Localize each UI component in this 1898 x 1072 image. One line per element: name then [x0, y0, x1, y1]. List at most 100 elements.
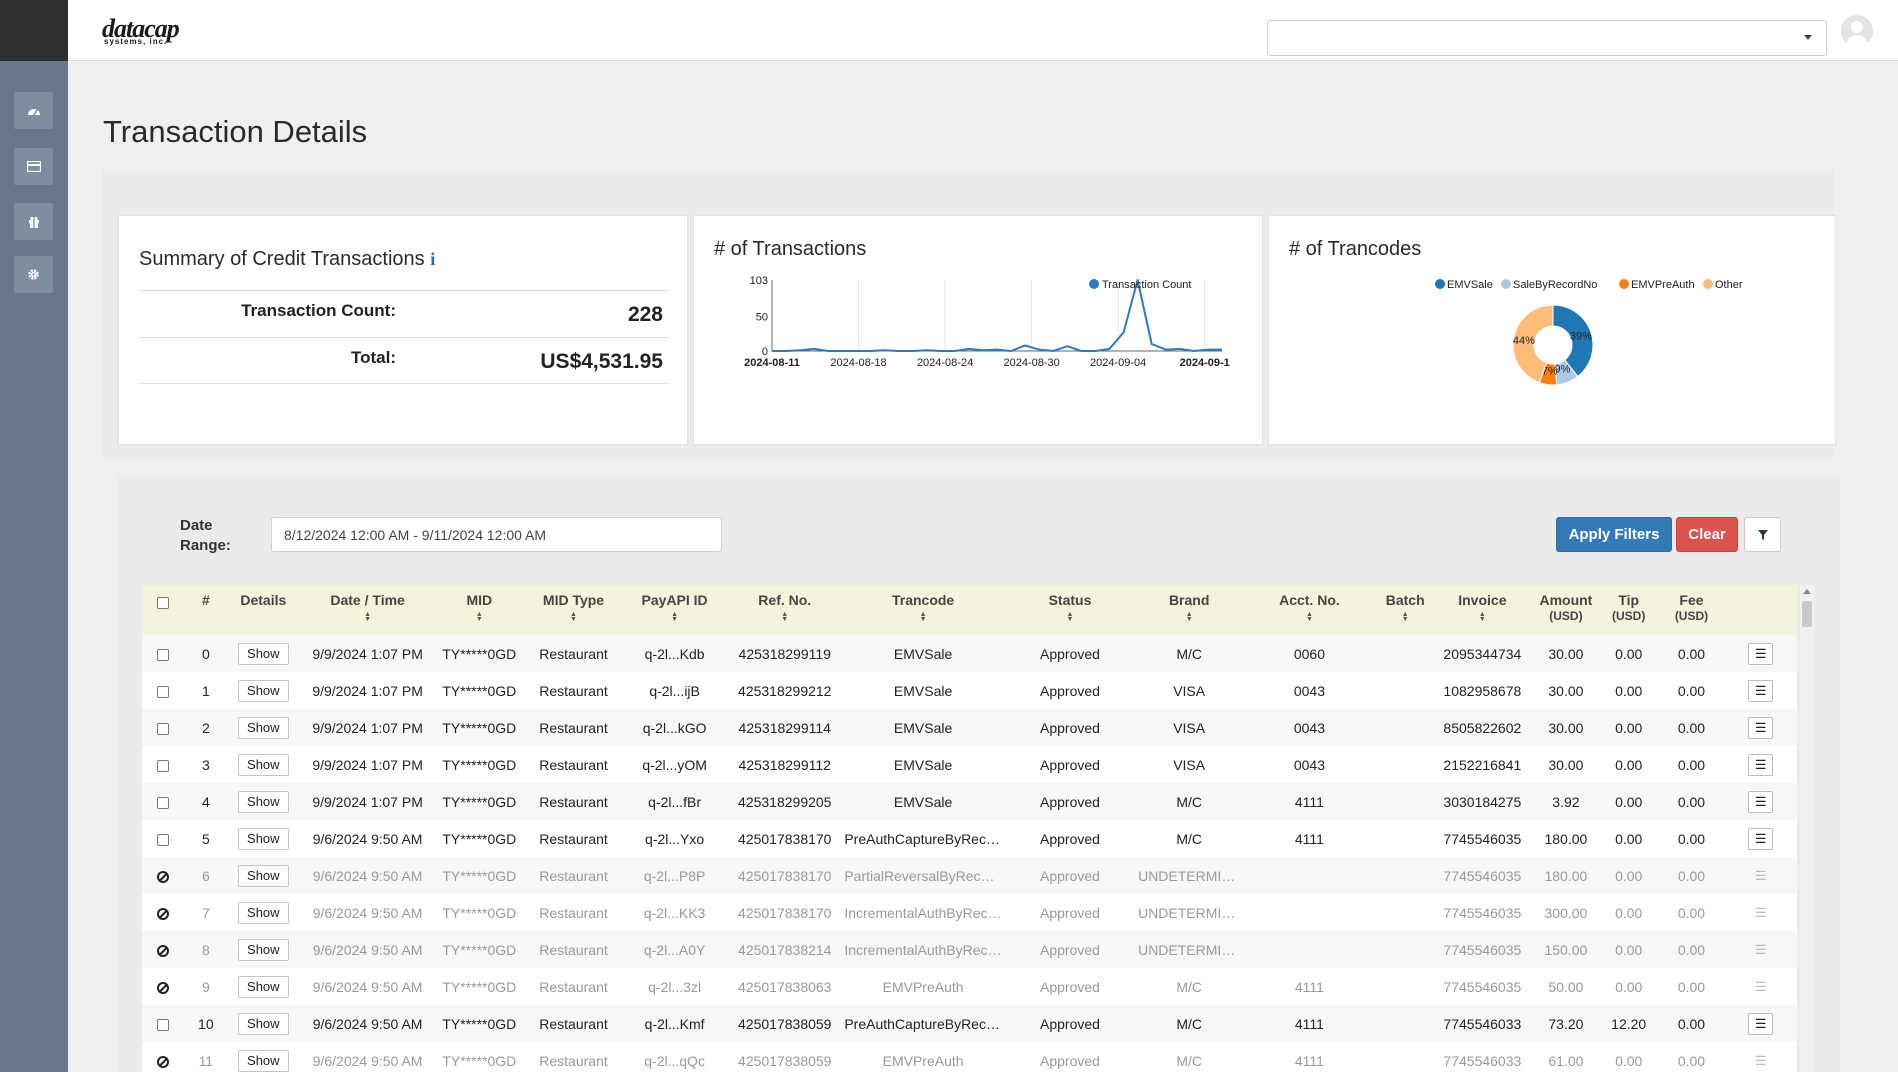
column-header-brand[interactable]: Brand ▲ ▼: [1138, 585, 1240, 635]
cell-num: 4: [201, 793, 210, 810]
sort-icon[interactable]: ▲ ▼: [1066, 611, 1074, 623]
sort-icon[interactable]: ▲ ▼: [1185, 611, 1193, 623]
sort-icon[interactable]: ▲ ▼: [919, 611, 927, 623]
sort-icon[interactable]: ▲ ▼: [1478, 611, 1486, 623]
sidebar-item-transactions[interactable]: [14, 148, 53, 185]
cell-menu: ☰: [1724, 820, 1797, 857]
table-row[interactable]: 11 Show 9/6/2024 9:50 AM TY*****0GD Restaura…: [142, 1042, 1797, 1072]
show-details-button[interactable]: Show: [238, 642, 289, 665]
column-header-num: #: [185, 585, 228, 635]
page-title: Transaction Details: [103, 114, 368, 149]
apply-filters-button[interactable]: Apply Filters: [1556, 517, 1672, 552]
column-header-invoice[interactable]: Invoice ▲ ▼: [1432, 585, 1533, 635]
row-checkbox[interactable]: [157, 685, 170, 698]
row-checkbox[interactable]: [157, 759, 170, 772]
show-details-button[interactable]: Show: [238, 716, 289, 739]
cell-trancode: EMVSale: [893, 756, 953, 773]
cell-midtype: Restaurant: [539, 645, 608, 662]
table-row[interactable]: 7 Show 9/6/2024 9:50 AM TY*****0GD Restauran…: [142, 894, 1797, 931]
show-details-button[interactable]: Show: [238, 1049, 289, 1072]
show-details-button[interactable]: Show: [238, 679, 289, 702]
datacap-logo[interactable]: datacap systems, inc.: [102, 16, 258, 46]
show-details-button[interactable]: Show: [238, 790, 289, 813]
row-menu-button[interactable]: ☰: [1748, 716, 1774, 739]
table-row[interactable]: 5 Show 9/6/2024 9:50 AM TY*****0GD Restauran…: [142, 820, 1797, 857]
show-details-button[interactable]: Show: [238, 1012, 289, 1035]
row-menu-button[interactable]: ☰: [1748, 642, 1774, 665]
show-details-button[interactable]: Show: [238, 864, 289, 887]
legend-swatch: [1089, 279, 1099, 289]
date-range-input[interactable]: 8/12/2024 12:00 AM - 9/11/2024 12:00 AM: [271, 517, 722, 552]
table-row[interactable]: 0 Show 9/9/2024 1:07 PM TY*****0GD Restauran…: [142, 635, 1797, 672]
not-allowed-icon: [157, 944, 170, 957]
sidebar-item-gift[interactable]: [14, 203, 53, 240]
scrollbar-thumb[interactable]: [1802, 601, 1812, 627]
avatar[interactable]: [1841, 15, 1873, 47]
gear-icon: [28, 269, 39, 280]
scroll-up-arrow[interactable]: [1803, 589, 1811, 594]
column-header-payapi[interactable]: PayAPI ID ▲ ▼: [624, 585, 725, 635]
column-header-trancode[interactable]: Trancode ▲ ▼: [844, 585, 1002, 635]
row-checkbox[interactable]: [157, 833, 170, 846]
row-checkbox[interactable]: [157, 648, 170, 661]
cell-payapi: q-2l...KK3: [643, 904, 706, 921]
column-header-status[interactable]: Status ▲ ▼: [1002, 585, 1138, 635]
row-menu-button[interactable]: ☰: [1748, 753, 1774, 776]
legend-swatch: [1703, 279, 1713, 289]
cell-num: 5: [201, 830, 210, 847]
chevron-down-icon: [1804, 35, 1812, 40]
info-icon[interactable]: i: [430, 249, 436, 269]
filter-toggle-button[interactable]: [1744, 517, 1781, 552]
show-details-button[interactable]: Show: [238, 827, 289, 850]
cell-details: Show: [227, 894, 299, 931]
row-checkbox[interactable]: [157, 796, 170, 809]
legend-swatch: [1619, 279, 1629, 289]
merchant-select[interactable]: [1267, 20, 1827, 56]
row-menu-button[interactable]: ☰: [1748, 827, 1774, 850]
cell-brand: M/C: [1176, 793, 1202, 810]
sort-icon[interactable]: ▲ ▼: [1305, 611, 1313, 623]
show-details-button[interactable]: Show: [238, 938, 289, 961]
row-menu-button[interactable]: ☰: [1748, 679, 1774, 702]
sidebar-toggle-corner[interactable]: [0, 0, 68, 61]
show-details-button[interactable]: Show: [238, 901, 289, 924]
table-row[interactable]: 8 Show 9/6/2024 9:50 AM TY*****0GD Restauran…: [142, 931, 1797, 968]
cell-select: [142, 672, 185, 709]
row-checkbox[interactable]: [157, 1018, 170, 1031]
column-header-label: Fee: [1679, 592, 1704, 608]
table-row[interactable]: 3 Show 9/9/2024 1:07 PM TY*****0GD Restauran…: [142, 746, 1797, 783]
cell-status: Approved: [1040, 904, 1100, 921]
column-header-ref[interactable]: Ref. No. ▲ ▼: [725, 585, 844, 635]
row-menu-button[interactable]: ☰: [1748, 1012, 1774, 1035]
row-checkbox[interactable]: [157, 722, 170, 735]
cell-ref: 425017838214: [738, 941, 832, 958]
table-row[interactable]: 10 Show 9/6/2024 9:50 AM TY*****0GD Restaura…: [142, 1005, 1797, 1042]
sort-icon[interactable]: ▲ ▼: [671, 611, 679, 623]
row-menu-button[interactable]: ☰: [1748, 790, 1774, 813]
column-header-details: Details: [227, 585, 299, 635]
table-row[interactable]: 1 Show 9/9/2024 1:07 PM TY*****0GD Restauran…: [142, 672, 1797, 709]
sort-icon[interactable]: ▲ ▼: [570, 611, 577, 623]
show-details-button[interactable]: Show: [238, 975, 289, 998]
table-row[interactable]: 9 Show 9/6/2024 9:50 AM TY*****0GD Restauran…: [142, 968, 1797, 1005]
select-all-checkbox[interactable]: [157, 597, 170, 610]
cell-acct: 4111: [1294, 1015, 1324, 1032]
sort-icon[interactable]: ▲ ▼: [364, 611, 372, 623]
column-header-acct[interactable]: Acct. No. ▲ ▼: [1240, 585, 1378, 635]
sidebar-item-settings[interactable]: [14, 256, 53, 293]
sidebar-item-dashboard[interactable]: [14, 92, 53, 129]
column-header-mid[interactable]: MID ▲ ▼: [436, 585, 523, 635]
table-scrollbar[interactable]: [1800, 585, 1814, 1072]
show-details-button[interactable]: Show: [238, 753, 289, 776]
table-row[interactable]: 2 Show 9/9/2024 1:07 PM TY*****0GD Restauran…: [142, 709, 1797, 746]
table-row[interactable]: 4 Show 9/9/2024 1:07 PM TY*****0GD Restauran…: [142, 783, 1797, 820]
sort-icon[interactable]: ▲ ▼: [475, 611, 483, 623]
sort-icon[interactable]: ▲ ▼: [781, 611, 789, 623]
table-row[interactable]: 6 Show 9/6/2024 9:50 AM TY*****0GD Restauran…: [142, 857, 1797, 894]
column-header-batch[interactable]: Batch ▲ ▼: [1379, 585, 1432, 635]
column-header-datetime[interactable]: Date / Time ▲ ▼: [299, 585, 435, 635]
clear-button[interactable]: Clear: [1676, 517, 1738, 552]
column-header-midtype[interactable]: MID Type ▲ ▼: [523, 585, 624, 635]
sort-icon[interactable]: ▲ ▼: [1401, 611, 1409, 623]
cell-amount: 30.00: [1548, 756, 1584, 773]
